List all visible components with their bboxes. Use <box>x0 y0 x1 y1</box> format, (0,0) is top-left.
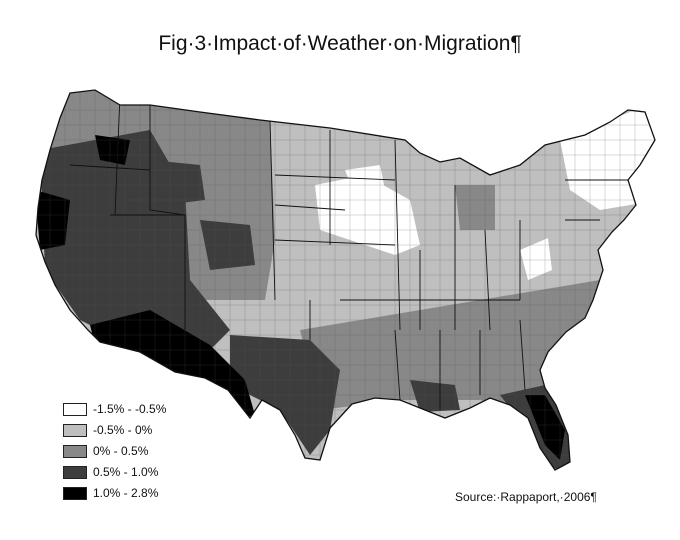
legend: -1.5% - -0.5% -0.5% - 0% 0% - 0.5% 0.5% … <box>63 400 166 505</box>
legend-swatch <box>63 423 87 437</box>
region-louisiana <box>410 380 460 412</box>
region-michigan <box>455 185 495 230</box>
region-oregon-black <box>95 135 130 165</box>
legend-label: 0.5% - 1.0% <box>93 465 159 479</box>
legend-swatch <box>63 486 87 500</box>
legend-label: 1.0% - 2.8% <box>93 486 159 500</box>
legend-item: -1.5% - -0.5% <box>63 400 166 418</box>
legend-item: 1.0% - 2.8% <box>63 484 166 502</box>
legend-item: -0.5% - 0% <box>63 421 166 439</box>
legend-label: -0.5% - 0% <box>93 423 153 437</box>
region-idaho <box>150 160 205 205</box>
legend-item: 0% - 0.5% <box>63 442 166 460</box>
legend-swatch <box>63 402 87 416</box>
legend-label: -1.5% - -0.5% <box>93 402 167 416</box>
region-appalachia <box>520 238 552 280</box>
legend-item: 0.5% - 1.0% <box>63 463 166 481</box>
legend-label: 0% - 0.5% <box>93 444 149 458</box>
figure-title: Fig·3·Impact·of·Weather·on·Migration¶ <box>158 32 522 55</box>
state-borders <box>69 94 630 410</box>
legend-swatch <box>63 465 87 479</box>
legend-swatch <box>63 444 87 458</box>
source-note: Source:·Rappaport,·2006¶ <box>455 490 597 504</box>
region-nv-black <box>36 190 70 250</box>
